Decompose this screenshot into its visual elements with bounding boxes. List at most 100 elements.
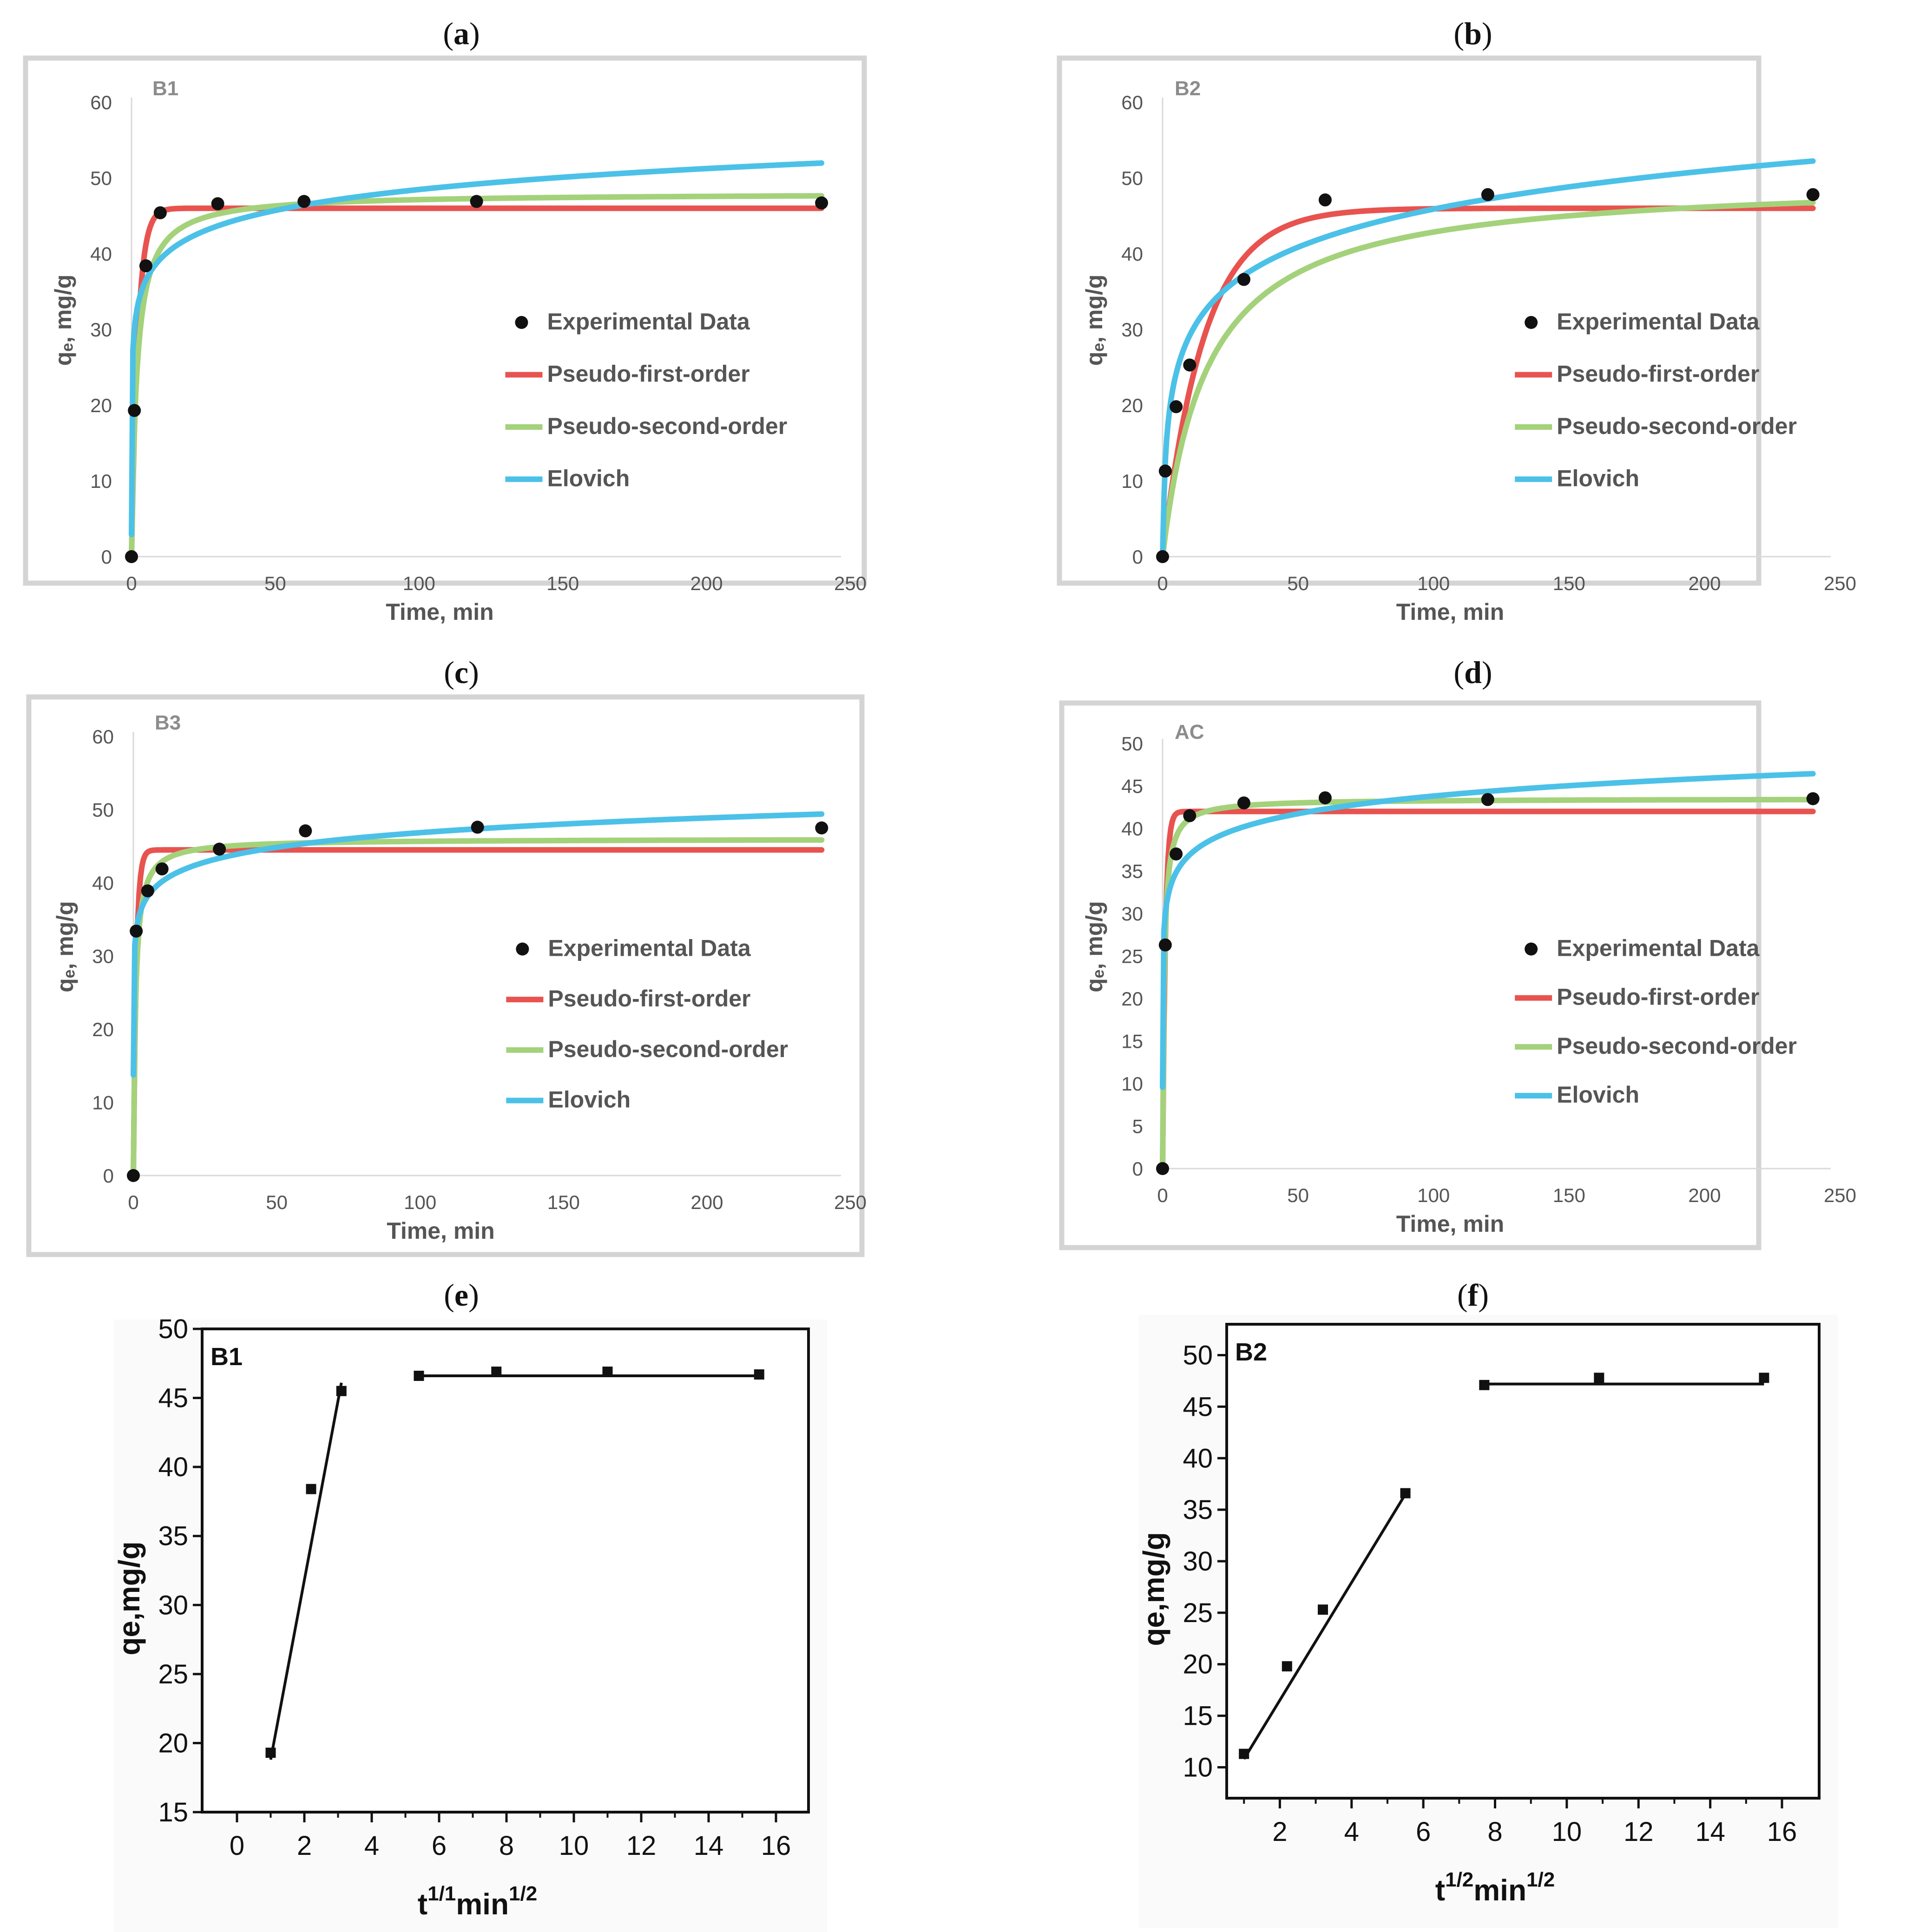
experimental-point [299, 824, 312, 838]
y-axis-label: qₑ, mg/g [50, 275, 76, 366]
legend-pseudo-first-order-label: Pseudo-first-order [547, 361, 749, 387]
data-point [1318, 1604, 1328, 1615]
x-tick-label: 0 [230, 1831, 244, 1861]
fit-line [269, 1382, 343, 1760]
pseudo-second-order-curve [1160, 199, 1816, 559]
y-tick-label: 45 [158, 1383, 188, 1413]
diffusion-chart-b2: B2 2 4 6 8 10 12 14 16 10 15 20 25 30 35 40 45 50 qe,mg/g t… [1137, 1315, 1838, 1928]
x-axis-label: Time, min [386, 599, 493, 625]
pseudo-first-order-curve [1160, 808, 1816, 1171]
legend-experimental-label: Experimental Data [548, 935, 751, 961]
experimental-point [1237, 273, 1250, 286]
x-axis-label-exp1: 1/1 [427, 1882, 456, 1905]
experimental-point [1481, 188, 1494, 201]
experimental-point [1158, 938, 1172, 952]
kinetics-chart-b1: B1 0 50 100 150 200 250 0 10 20 30 40 50 60 Time, min q… [23, 55, 867, 625]
x-tick-label: 6 [1416, 1817, 1431, 1847]
experimental-point [1183, 358, 1196, 372]
y-tick-label: 60 [90, 92, 112, 113]
data-point [265, 1748, 276, 1758]
x-tick-label: 10 [559, 1831, 589, 1861]
x-tick-label: 250 [1824, 1184, 1856, 1206]
diffusion-chart-b1: B10 2 4 6 8 10 12 14 161520253035404550qe,mg/gt1… [112, 1314, 827, 1932]
y-tick-label: 50 [90, 167, 112, 189]
experimental-point [815, 821, 828, 835]
experimental-point [1318, 791, 1332, 805]
y-axis-label: qe,mg/g [1137, 1532, 1170, 1646]
experimental-point [155, 862, 169, 876]
y-axis-label: qe,mg/g [112, 1541, 146, 1655]
y-axis-label: qₑ, mg/g [52, 901, 78, 992]
x-axis-label: Time, min [1396, 599, 1504, 625]
x-tick-label: 200 [1688, 572, 1721, 594]
x-axis-label: t1/2min1/2 [1435, 1868, 1555, 1907]
y-tick-label: 50 [1121, 733, 1143, 755]
legend-elovich-label: Elovich [548, 1087, 631, 1113]
panel-letter-e-value: e [454, 1277, 468, 1313]
panel-letter-d-value: d [1464, 655, 1482, 690]
y-tick-label: 0 [103, 1165, 114, 1187]
experimental-point [1170, 847, 1183, 861]
x-axis-label-base: t [1435, 1873, 1445, 1907]
y-tick-label: 10 [1183, 1752, 1213, 1782]
x-tick-label: 250 [834, 1191, 867, 1213]
legend-experimental-marker [1525, 942, 1538, 956]
x-tick-label: 0 [126, 572, 137, 594]
elovich-curve [1160, 771, 1816, 1090]
x-tick-label: 16 [761, 1831, 791, 1861]
x-axis-label-exp1: 1/2 [1445, 1868, 1473, 1891]
panel-letter-d: (d) [1453, 655, 1492, 690]
y-tick-label: 10 [1121, 470, 1143, 492]
panel-letter-e: (e) [444, 1277, 479, 1313]
legend-pseudo-first-order-label: Pseudo-first-order [1557, 984, 1759, 1010]
x-tick-label: 4 [1344, 1817, 1359, 1847]
x-tick-label: 12 [626, 1831, 657, 1861]
y-tick-label: 0 [1132, 546, 1143, 568]
y-tick-label: 40 [92, 872, 114, 894]
y-tick-label: 20 [90, 394, 112, 416]
x-axis-label: Time, min [387, 1218, 494, 1244]
y-tick-label: 0 [101, 546, 112, 568]
legend-experimental-label: Experimental Data [1557, 309, 1760, 335]
legend-elovich-label: Elovich [1557, 1082, 1639, 1108]
y-tick-label: 50 [92, 799, 114, 821]
y-tick-label: 35 [1183, 1495, 1213, 1525]
y-tick-label: 45 [1121, 775, 1143, 797]
plot-box [201, 1327, 810, 1814]
experimental-point [1158, 464, 1172, 478]
chart-title: B3 [155, 711, 181, 734]
experimental-point [125, 550, 138, 563]
y-tick-label: 40 [158, 1452, 188, 1482]
chart-frame [1057, 55, 1762, 586]
experimental-point [1237, 796, 1250, 810]
legend-experimental-label: Experimental Data [547, 309, 750, 335]
y-tick-label: 50 [1183, 1341, 1213, 1371]
y-tick-label: 30 [1121, 319, 1143, 341]
y-axis-label: qₑ, mg/g [1081, 901, 1107, 992]
chart-title: B2 [1235, 1338, 1267, 1366]
experimental-point [128, 404, 141, 417]
data-point [306, 1484, 316, 1494]
x-tick-label: 8 [1487, 1817, 1502, 1847]
y-tick-label: 25 [1183, 1598, 1213, 1628]
chart-frame [1059, 700, 1762, 1250]
x-tick-label: 100 [1417, 1184, 1450, 1206]
legend-elovich-label: Elovich [547, 465, 630, 491]
fit-line [1242, 1493, 1407, 1760]
experimental-point [127, 1169, 140, 1182]
x-tick-label: 6 [432, 1831, 447, 1861]
panel-letter-a: (a) [443, 16, 480, 51]
x-tick-label: 14 [1695, 1817, 1725, 1847]
y-tick-label: 30 [1121, 903, 1143, 925]
x-axis-label-exp2: 1/2 [509, 1882, 537, 1905]
x-tick-label: 2 [1272, 1817, 1287, 1847]
y-tick-label: 25 [1121, 946, 1143, 967]
x-axis-label-unit: min [1473, 1873, 1526, 1907]
x-tick-label: 2 [297, 1831, 312, 1861]
y-tick-label: 5 [1132, 1116, 1143, 1137]
y-tick-label: 10 [90, 470, 112, 492]
panel-letter-b: (b) [1453, 16, 1492, 51]
panel-letter-f-value: f [1468, 1277, 1479, 1313]
chart-title: B2 [1175, 77, 1201, 100]
